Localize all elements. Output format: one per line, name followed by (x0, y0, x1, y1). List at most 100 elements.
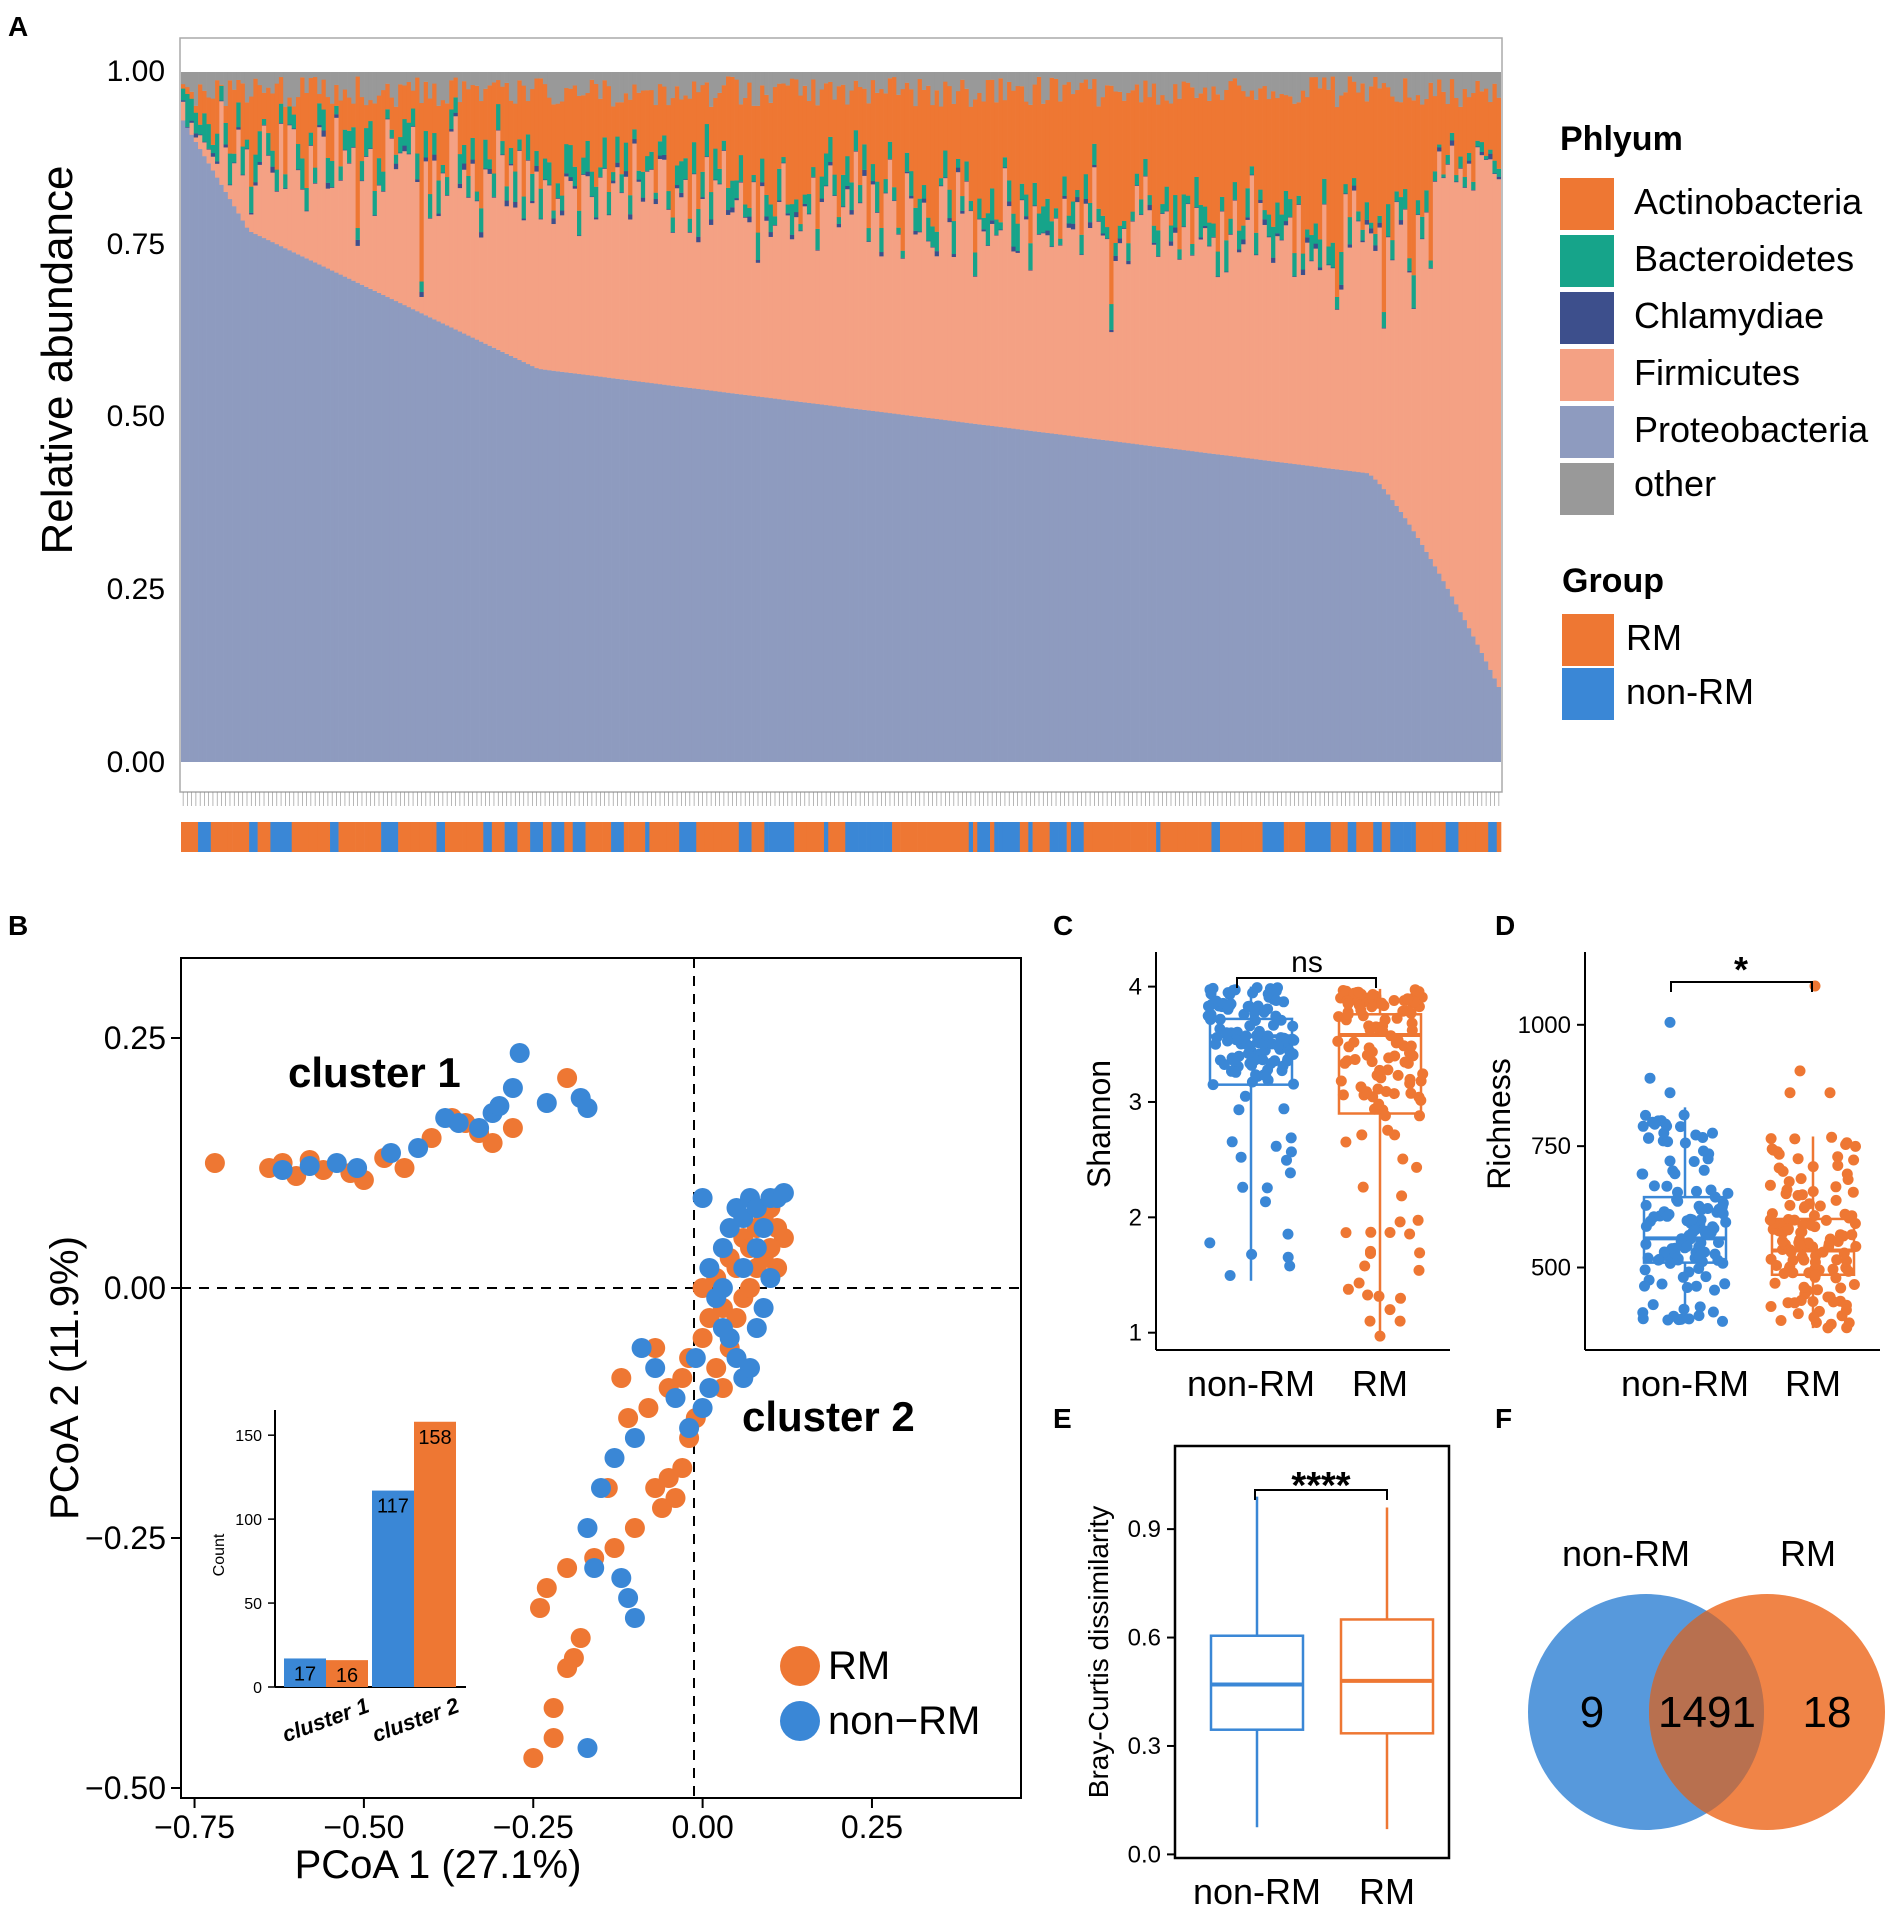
bar-segment-other (530, 72, 535, 90)
bar-segment-actinobacteria (210, 98, 216, 145)
bar-segment-other (1343, 72, 1349, 93)
bar-segment-actinobacteria (904, 82, 910, 153)
bar-segment-bacteroidetes (717, 168, 723, 184)
bar-segment-other (585, 72, 591, 94)
bar-segment-other (372, 72, 378, 104)
point-rm (563, 1648, 584, 1668)
bar-segment-other (487, 72, 493, 86)
bar-segment-other (283, 72, 288, 107)
bar-segment-proteobacteria (679, 386, 684, 762)
bar-segment-chlamydiae (330, 186, 335, 188)
bar-segment-bacteroidetes (1334, 296, 1340, 310)
bar-segment-firmicutes (1441, 177, 1446, 582)
bar-segment-other (389, 72, 395, 98)
point-nonrm (665, 1388, 686, 1408)
bar-segment-proteobacteria (308, 260, 314, 762)
bar-segment-bacteroidetes (1211, 223, 1217, 237)
jitter-point-rm (1366, 1001, 1378, 1013)
point-nonrm (699, 1378, 720, 1398)
bar-segment-proteobacteria (1032, 431, 1038, 762)
bar-segment-bacteroidetes (479, 208, 484, 233)
bar-segment-other (440, 72, 446, 101)
bar-segment-bacteroidetes (402, 118, 408, 146)
bar-segment-bacteroidetes (1411, 275, 1417, 309)
bar-segment-chlamydiae (1215, 276, 1221, 278)
bar-segment-firmicutes (1036, 234, 1042, 432)
group-strip-rm (1356, 822, 1374, 852)
bar-segment-chlamydiae (1343, 193, 1349, 195)
bar-segment-chlamydiae (1245, 217, 1251, 220)
bar-segment-actinobacteria (849, 90, 855, 183)
bar-segment-actinobacteria (845, 104, 850, 157)
bar-segment-other (785, 72, 791, 86)
jitter-point-rm (1794, 1065, 1806, 1077)
bar-segment-chlamydiae (1420, 238, 1425, 240)
bar-segment-firmicutes (670, 232, 676, 386)
bar-segment-proteobacteria (1219, 454, 1225, 762)
bar-segment-proteobacteria (210, 170, 216, 762)
bar-segment-proteobacteria (1109, 440, 1114, 762)
bar-segment-chlamydiae (777, 200, 782, 202)
jitter-point-nonrm (1282, 1228, 1294, 1240)
bar-segment-proteobacteria (828, 405, 833, 762)
bar-segment-firmicutes (619, 192, 625, 380)
bar-segment-other (1087, 72, 1093, 89)
bar-segment-actinobacteria (811, 79, 816, 168)
bar-segment-chlamydiae (798, 230, 804, 232)
inset-bar (414, 1421, 456, 1687)
bar-segment-chlamydiae (1428, 267, 1434, 269)
bar-segment-bacteroidetes (1100, 215, 1106, 234)
bar-segment-firmicutes (474, 201, 480, 340)
bar-segment-actinobacteria (1437, 79, 1442, 145)
group-strip-rm (542, 822, 552, 852)
group-strip-nonrm (1058, 822, 1067, 852)
bar-segment-proteobacteria (1394, 505, 1400, 762)
bar-segment-firmicutes (955, 171, 961, 422)
bar-segment-proteobacteria (547, 370, 552, 762)
bar-segment-chlamydiae (794, 211, 799, 218)
jitter-point-nonrm (1694, 1301, 1706, 1313)
bar-segment-chlamydiae (359, 180, 365, 182)
jitter-point-rm (1841, 1322, 1853, 1334)
bar-segment-proteobacteria (1364, 472, 1370, 762)
panel-e-significance: **** (1291, 1465, 1350, 1507)
bar-segment-chlamydiae (687, 231, 693, 233)
jitter-point-nonrm (1246, 1059, 1258, 1071)
bar-segment-chlamydiae (1483, 159, 1489, 160)
bar-segment-other (334, 72, 339, 85)
bar-segment-actinobacteria (1079, 82, 1085, 235)
bar-segment-other (406, 72, 412, 83)
bar-segment-proteobacteria (806, 402, 812, 762)
bar-segment-other (1424, 72, 1429, 100)
bar-segment-firmicutes (364, 156, 369, 287)
bar-segment-other (657, 72, 663, 85)
bar-segment-other (342, 72, 348, 90)
jitter-point-nonrm (1272, 1040, 1284, 1052)
bar-segment-chlamydiae (1156, 255, 1161, 257)
bar-segment-bacteroidetes (304, 187, 310, 211)
group-strip-rm (1237, 822, 1242, 852)
bar-segment-bacteroidetes (1002, 157, 1008, 168)
bar-segment-actinobacteria (1454, 97, 1459, 176)
bar-segment-chlamydiae (283, 188, 288, 190)
bar-segment-other (896, 72, 901, 95)
jitter-point-rm (1388, 1088, 1400, 1100)
bar-segment-actinobacteria (858, 86, 863, 186)
bar-segment-chlamydiae (385, 118, 390, 120)
jitter-point-nonrm (1652, 1254, 1664, 1266)
bar-segment-actinobacteria (1415, 94, 1421, 201)
bar-segment-bacteroidetes (990, 188, 995, 221)
bar-segment-chlamydiae (1058, 244, 1063, 246)
bar-segment-chlamydiae (1266, 236, 1272, 238)
bar-segment-bacteroidetes (1232, 181, 1238, 200)
bar-segment-other (219, 72, 224, 85)
bar-segment-actinobacteria (1168, 103, 1174, 226)
bar-segment-other (1386, 72, 1391, 88)
group-strip-nonrm (1411, 822, 1417, 852)
jitter-point-rm (1342, 998, 1354, 1010)
bar-segment-actinobacteria (1096, 106, 1102, 209)
bar-segment-bacteroidetes (1164, 186, 1170, 211)
group-strip-rm (1032, 822, 1050, 852)
bar-segment-other (1245, 72, 1251, 97)
